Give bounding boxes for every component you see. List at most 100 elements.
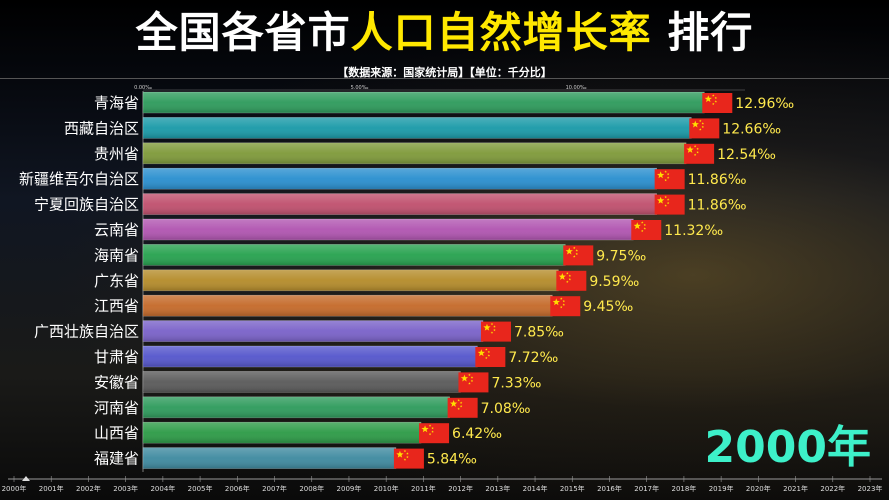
china-flag-icon xyxy=(702,93,733,113)
flag-star-small xyxy=(490,322,494,326)
category-label: 山西省 xyxy=(94,424,139,442)
category-label: 云南省 xyxy=(94,221,139,239)
flag-star xyxy=(657,196,665,204)
timeline-year-label: 2006年 xyxy=(225,484,250,493)
flag-star-small xyxy=(406,455,409,459)
flag-star-small xyxy=(575,249,578,252)
china-flag-icon xyxy=(563,245,594,266)
timeline-year-label: 2014年 xyxy=(523,484,548,493)
category-label: 福建省 xyxy=(94,450,139,468)
timeline-year-label: 2022年 xyxy=(820,484,845,493)
category-label: 青海省 xyxy=(94,94,139,112)
timeline-year-label: 2003年 xyxy=(113,484,138,493)
flag-star-small xyxy=(562,303,566,306)
flag-star-small xyxy=(560,305,563,309)
timeline-year-label: 2016年 xyxy=(597,484,622,493)
bar-gloss xyxy=(143,346,478,367)
bar-gloss xyxy=(143,244,566,266)
timeline-year-label: 2012年 xyxy=(448,484,473,493)
timeline-year-label: 2015年 xyxy=(560,484,585,493)
bar-gloss xyxy=(143,422,422,444)
value-label: 12.54‰ xyxy=(717,147,776,163)
timeline-year-label: 2008年 xyxy=(299,484,324,493)
china-flag-icon xyxy=(631,220,662,240)
category-label: 安徽省 xyxy=(94,373,139,391)
value-label: 11.32‰ xyxy=(664,223,723,239)
category-label: 新疆维吾尔自治区 xyxy=(19,170,139,188)
flag-star-small xyxy=(457,399,460,402)
flag-star-small xyxy=(714,96,718,100)
category-label: 广西壮族自治区 xyxy=(34,323,139,341)
flag-star-small xyxy=(714,100,718,103)
timeline-year-label: 2018年 xyxy=(671,484,696,493)
flag-star-small xyxy=(666,201,670,205)
value-label: 7.33‰ xyxy=(491,375,541,391)
flag-star xyxy=(421,425,429,433)
china-flag-icon xyxy=(419,423,450,444)
value-label: 7.85‰ xyxy=(514,325,564,341)
flag-star-small xyxy=(406,452,409,455)
bar-gloss xyxy=(143,117,692,139)
bar-gloss xyxy=(143,269,559,291)
bar-gloss xyxy=(143,92,705,113)
flag-star xyxy=(565,247,573,255)
china-flag-icon xyxy=(654,169,685,190)
flag-star-small xyxy=(573,255,576,258)
china-flag-icon xyxy=(550,296,581,317)
flag-star-small xyxy=(712,94,715,97)
category-label: 甘肃省 xyxy=(94,348,139,366)
flag-star-small xyxy=(493,325,496,328)
flag-star-small xyxy=(712,102,715,106)
flag-star-small xyxy=(701,122,705,125)
value-label: 7.08‰ xyxy=(481,401,531,417)
timeline-year-label: 2023年 xyxy=(858,484,883,493)
timeline-year-label: 2011年 xyxy=(411,484,436,493)
timeline-year-label: 2001年 xyxy=(39,484,64,493)
timeline-year-label: 2010年 xyxy=(374,484,399,493)
title-part-1: 全国各省市 xyxy=(135,8,351,57)
timeline-year-label: 2020年 xyxy=(746,484,771,493)
value-label: 11.86‰ xyxy=(688,172,747,188)
value-label: 5.84‰ xyxy=(427,452,477,468)
flag-star-small xyxy=(664,195,667,199)
china-flag-icon xyxy=(480,321,511,342)
timeline-year-label: 2007年 xyxy=(262,484,287,493)
timeline-year-label: 2013年 xyxy=(485,484,510,493)
flag-star xyxy=(477,349,485,357)
flag-star xyxy=(483,323,491,331)
china-flag-icon xyxy=(556,270,587,291)
category-label: 宁夏回族自治区 xyxy=(34,196,139,214)
value-label: 11.86‰ xyxy=(688,198,747,214)
flag-star-small xyxy=(468,382,471,385)
bar-gloss xyxy=(143,447,396,469)
flag-star-small xyxy=(457,407,460,410)
value-label: 12.66‰ xyxy=(722,121,781,137)
flag-star xyxy=(460,374,469,382)
flag-star-small xyxy=(403,458,407,461)
bar-gloss xyxy=(143,320,483,342)
flag-star-small xyxy=(696,147,699,150)
flag-star-small xyxy=(643,227,646,230)
bar-gloss xyxy=(143,168,657,190)
title-part-3-text: 排行 xyxy=(667,8,754,57)
flag-star-small xyxy=(487,354,491,357)
flag-star xyxy=(704,95,712,103)
flag-star-small xyxy=(468,373,471,376)
flag-star-small xyxy=(701,125,705,128)
china-flag-icon xyxy=(654,194,685,215)
top-tick-label: 5.00‰ xyxy=(351,85,369,91)
china-flag-icon xyxy=(393,448,424,469)
flag-star-small xyxy=(696,151,699,154)
flag-star-small xyxy=(485,348,488,351)
flag-star-small xyxy=(641,229,644,233)
flag-star-small xyxy=(664,178,667,182)
china-flag-icon xyxy=(689,118,720,139)
value-label: 9.75‰ xyxy=(596,248,646,264)
flag-star-small xyxy=(560,297,563,300)
flag-star xyxy=(633,222,641,230)
flag-star-small xyxy=(431,426,434,430)
flag-star-small xyxy=(470,376,474,379)
bar-gloss xyxy=(143,371,461,393)
flag-star xyxy=(396,450,404,458)
flag-star-small xyxy=(666,172,670,176)
